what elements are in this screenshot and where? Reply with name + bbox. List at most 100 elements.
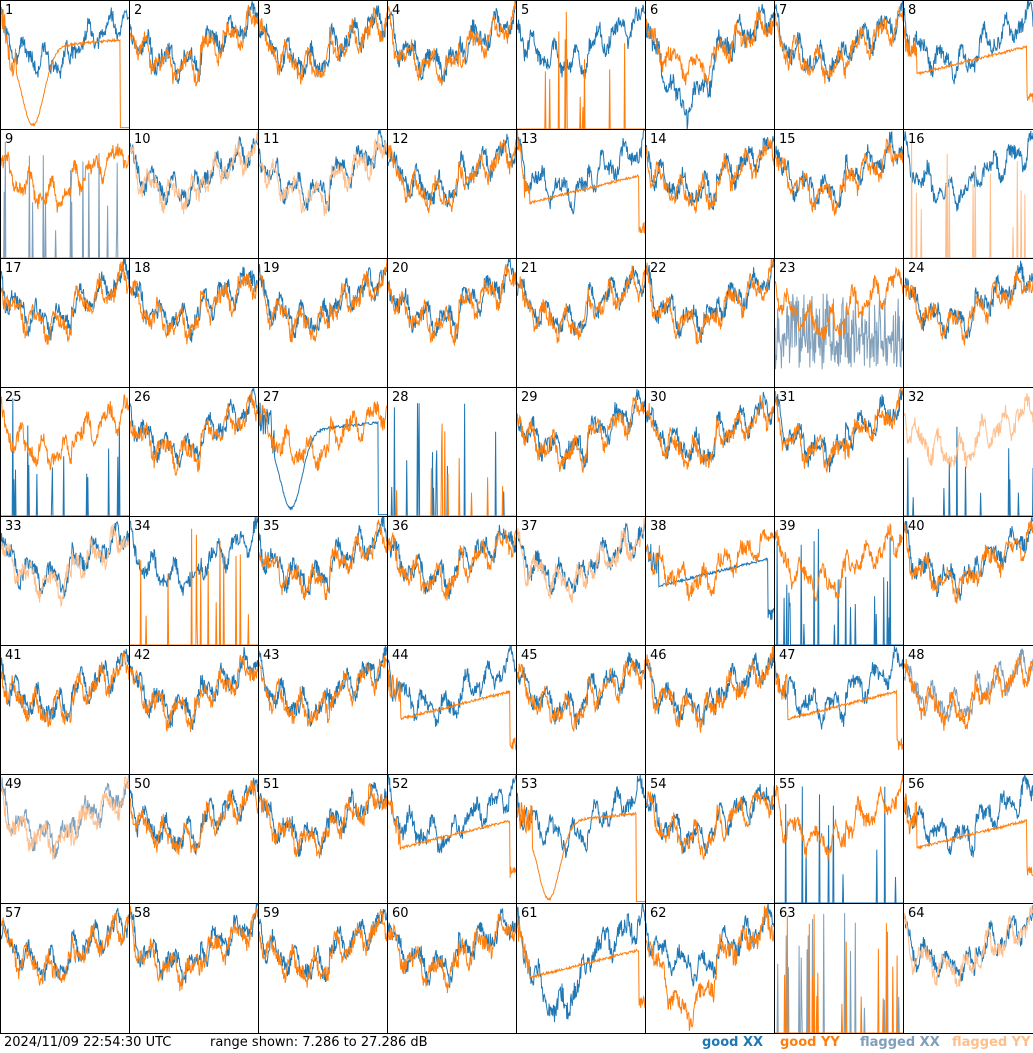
panel-plot	[388, 133, 516, 214]
good-yy-line	[259, 259, 387, 343]
panel-number: 47	[779, 648, 796, 663]
good-yy-line	[904, 654, 1033, 731]
spectrum-panel: 8	[903, 0, 1033, 130]
panel-number: 40	[908, 519, 925, 534]
panel-number: 36	[392, 519, 409, 534]
spectrum-panel: 18	[129, 258, 259, 388]
panel-number: 10	[134, 132, 151, 147]
spectrum-panel: 63	[774, 903, 904, 1034]
good-yy-line	[646, 529, 774, 601]
good-xx-line	[517, 775, 645, 859]
good-yy-line	[517, 397, 645, 473]
good-yy-line	[904, 269, 1033, 346]
spectrum-panel: 13	[516, 129, 646, 259]
panel-number: 27	[263, 390, 280, 405]
spectrum-panel: 53	[516, 774, 646, 904]
good-xx-line	[259, 908, 387, 982]
spectrum-panel: 20	[387, 258, 517, 388]
panel-plot	[517, 518, 645, 604]
spectrum-panel: 56	[903, 774, 1033, 904]
good-xx-line	[517, 130, 645, 215]
panel-number: 51	[263, 777, 280, 792]
panel-plot	[517, 389, 645, 473]
panel-number: 28	[392, 390, 409, 405]
legend-good-yy: good YY	[780, 1035, 840, 1050]
good-yy-line	[646, 646, 774, 733]
good-yy-line	[517, 130, 645, 234]
panel-number: 12	[392, 132, 409, 147]
panel-number: 46	[650, 648, 667, 663]
panel-plot	[904, 393, 1033, 516]
flagged-yy-line	[904, 905, 1033, 988]
panel-number: 61	[521, 906, 538, 921]
good-yy-line	[1, 261, 129, 345]
good-xx-line	[517, 904, 645, 1023]
good-xx-line	[1, 398, 129, 516]
panel-plot	[130, 388, 258, 476]
good-xx-line	[388, 524, 516, 600]
good-xx-line	[775, 1, 903, 83]
panel-number: 43	[263, 648, 280, 663]
spectrum-panel: 45	[516, 645, 646, 775]
good-yy-line	[646, 905, 774, 1031]
good-yy-line	[388, 529, 516, 601]
good-yy-line	[388, 139, 516, 214]
panel-number: 59	[263, 906, 280, 921]
panel-plot	[646, 529, 774, 621]
spectrum-panel: 50	[129, 774, 259, 904]
good-yy-line	[517, 265, 645, 344]
spectrum-panel: 57	[0, 903, 130, 1034]
good-xx-line	[388, 133, 516, 208]
spectrum-panel: 44	[387, 645, 517, 775]
spectrum-panel: 1	[0, 0, 130, 130]
flagged-yy-line	[517, 518, 645, 604]
panel-plot	[259, 908, 387, 988]
spectrum-panel: 2	[129, 0, 259, 130]
panel-number: 8	[908, 3, 917, 18]
panel-number: 20	[392, 261, 409, 276]
spectrum-panel: 3	[258, 0, 388, 130]
panel-plot	[1, 259, 129, 345]
panel-plot	[646, 391, 774, 470]
panel-plot	[1, 7, 129, 129]
panel-number: 25	[5, 390, 22, 405]
panel-plot	[259, 517, 387, 601]
panel-plot	[130, 1, 258, 87]
spectrum-panel: 40	[903, 516, 1033, 646]
spectrum-panel: 28	[387, 387, 517, 517]
spectrum-panel: 36	[387, 516, 517, 646]
good-yy-line	[1, 143, 129, 213]
panel-plot	[517, 775, 645, 903]
panel-number: 62	[650, 906, 667, 921]
good-yy-line	[646, 259, 774, 346]
spectrum-panel: 31	[774, 387, 904, 517]
spectrum-panel: 10	[129, 129, 259, 259]
spectrum-panel: 62	[645, 903, 775, 1034]
panel-number: 2	[134, 3, 143, 18]
good-yy-line	[775, 775, 903, 861]
good-yy-line	[775, 661, 903, 751]
good-xx-line	[1, 7, 129, 79]
legend-flagged-xx: flagged XX	[860, 1035, 940, 1050]
spectrum-panel: 23	[774, 258, 904, 388]
flagged-yy-line	[1, 524, 129, 608]
good-xx-line	[259, 130, 387, 212]
panel-number: 33	[5, 519, 22, 534]
flagged-yy-line	[904, 140, 1033, 258]
spectrum-panel: 58	[129, 903, 259, 1034]
panel-number: 49	[5, 777, 22, 792]
good-yy-line	[775, 266, 903, 340]
good-xx-line	[646, 259, 774, 343]
panel-plot	[904, 517, 1033, 604]
good-yy-line	[646, 138, 774, 215]
flagged-yy-line	[130, 130, 258, 215]
spectrum-panel: 39	[774, 516, 904, 646]
good-yy-line	[259, 519, 387, 601]
panel-plot	[130, 904, 258, 992]
spectrum-panel: 27	[258, 387, 388, 517]
panel-number: 16	[908, 132, 925, 147]
panel-number: 53	[521, 777, 538, 792]
panel-plot	[904, 130, 1033, 258]
spectrum-panel: 25	[0, 387, 130, 517]
panel-plot	[130, 266, 258, 345]
